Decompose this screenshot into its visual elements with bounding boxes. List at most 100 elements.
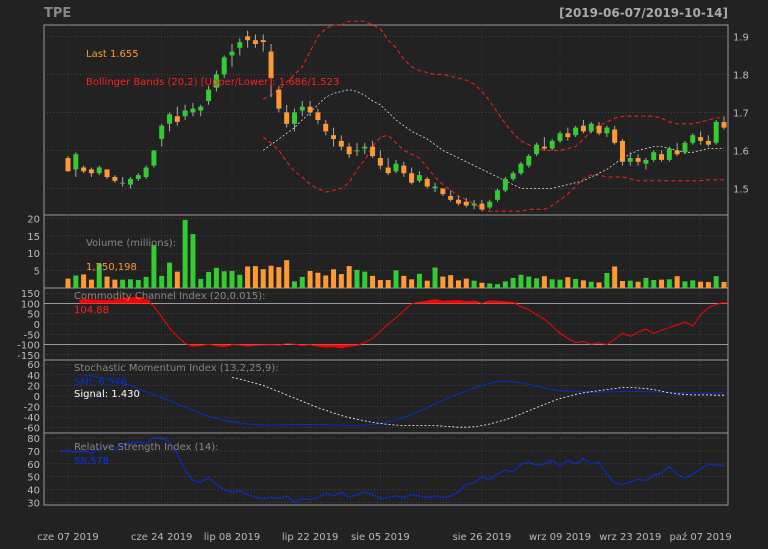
rsi-value: 58.578 <box>74 456 109 467</box>
candle-body <box>291 112 297 124</box>
tick-label: 60 <box>27 460 40 471</box>
volume-bar <box>276 267 282 288</box>
volume-bar <box>370 275 376 288</box>
volume-bar <box>565 277 571 288</box>
x-tick-label: wrz 23 2019 <box>599 532 661 543</box>
x-tick-label: sie 05 2019 <box>351 532 410 543</box>
candle-body <box>354 150 360 152</box>
volume-bar <box>206 272 212 288</box>
tick-label: 20 <box>27 381 40 392</box>
volume-label: Volume (millions): <box>86 238 176 249</box>
tick-label: 10 <box>27 249 40 260</box>
candle-body <box>315 112 321 120</box>
volume-bar <box>674 276 680 288</box>
volume-bar <box>245 266 251 288</box>
candle-body <box>510 173 516 179</box>
candle-body <box>299 106 305 111</box>
candle-body <box>182 110 188 117</box>
candle-body <box>541 146 547 149</box>
volume-bar <box>190 234 196 288</box>
candle-body <box>198 106 204 111</box>
volume-bar <box>159 275 165 288</box>
smi-value: SMI: 6.576 <box>74 377 127 388</box>
volume-bar <box>690 280 696 288</box>
volume-bar <box>393 270 399 288</box>
volume-bar <box>237 274 243 288</box>
volume-bar <box>307 270 313 288</box>
volume-bar <box>377 280 383 288</box>
volume-bar <box>112 279 118 288</box>
volume-bar <box>619 281 625 288</box>
candle-body <box>401 165 407 174</box>
candle-body <box>346 146 352 155</box>
candle-body <box>721 121 727 128</box>
volume-bar <box>635 281 641 288</box>
candle-body <box>463 201 469 206</box>
volume-bar <box>705 282 711 288</box>
candle-body <box>580 125 586 132</box>
x-tick-label: sie 26 2019 <box>453 532 512 543</box>
candle-body <box>190 108 196 113</box>
candle-body <box>81 167 87 172</box>
smi-title: Stochastic Momentum Index (13,2,25,9): <box>74 363 279 374</box>
tick-label: 5 <box>34 267 40 278</box>
volume-bar <box>362 271 368 288</box>
tick-label: 70 <box>27 447 40 458</box>
volume-bar <box>580 280 586 288</box>
volume-bar <box>448 275 454 288</box>
volume-bar <box>596 282 602 288</box>
volume-bar <box>198 278 204 288</box>
tick-label: 15 <box>27 232 40 243</box>
tick-label: 80 <box>27 434 40 445</box>
volume-bar <box>471 280 477 288</box>
tick-label: 100 <box>21 299 40 310</box>
volume-bar <box>682 281 688 288</box>
volume-bar <box>549 279 555 288</box>
volume-bar <box>573 278 579 288</box>
tick-label: 1.6 <box>733 146 749 157</box>
candle-body <box>127 178 133 185</box>
rsi-line <box>60 437 725 504</box>
candle-body <box>619 140 625 162</box>
tick-label: -50 <box>24 330 40 341</box>
volume-bar <box>612 266 618 288</box>
candle-body <box>674 150 680 155</box>
x-tick-label: paź 07 2019 <box>669 531 731 543</box>
panel-frame <box>43 24 729 216</box>
volume-bar <box>534 278 540 288</box>
candle-body <box>471 203 477 206</box>
volume-bar <box>604 273 610 288</box>
volume-bar <box>627 280 633 288</box>
candle-body <box>495 190 501 200</box>
volume-bar <box>698 281 704 288</box>
candle-body <box>151 150 157 166</box>
candle-body <box>612 129 618 143</box>
candle-body <box>627 158 633 162</box>
bollinger-lower <box>262 134 724 212</box>
volume-bar <box>346 266 352 288</box>
volume-bar <box>588 281 594 288</box>
tick-label: -20 <box>24 403 40 414</box>
volume-bar <box>487 283 493 288</box>
candle-body <box>331 135 337 139</box>
volume-bar <box>416 273 422 288</box>
header-symbol: TPE <box>44 6 72 21</box>
tick-label: 20 <box>27 214 40 225</box>
candle-body <box>362 146 368 149</box>
tick-label: 0 <box>34 392 40 403</box>
bollinger-middle <box>262 89 724 189</box>
candle-body <box>455 199 461 204</box>
candle-body <box>705 140 711 145</box>
candle-body <box>174 116 180 122</box>
candle-body <box>643 159 649 164</box>
candle-body <box>666 148 672 160</box>
candle-body <box>713 121 719 143</box>
smi-signal-line <box>231 377 724 428</box>
volume-bar <box>666 279 672 288</box>
candle-body <box>370 146 376 157</box>
volume-bar <box>315 272 321 288</box>
volume-bar <box>518 274 524 288</box>
tick-label: 50 <box>27 473 40 484</box>
volume-bar <box>401 275 407 288</box>
